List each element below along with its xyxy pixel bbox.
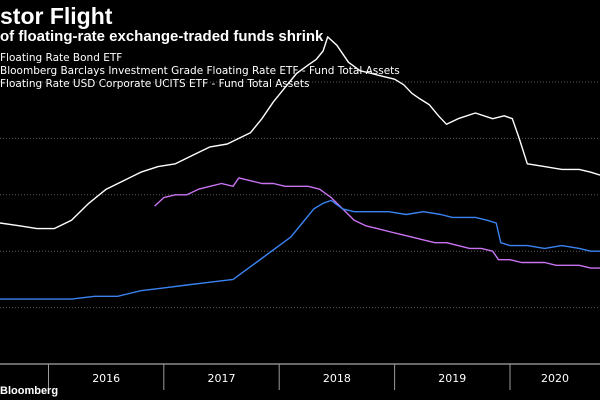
legend-label: Floating Rate USD Corporate UCITS ETF - … — [0, 78, 310, 90]
series-line-2 — [154, 177, 600, 269]
gridlines — [0, 81, 600, 365]
legend-item-floating-rate-bond-etf: Floating Rate Bond ETF — [0, 52, 400, 65]
x-tick-label: 2018 — [323, 372, 351, 385]
series-line-1 — [0, 36, 600, 230]
chart-title: stor Flight — [0, 3, 113, 29]
legend-item-investment-grade-floating-rate-etf: Bloomberg Barclays Investment Grade Floa… — [0, 65, 400, 78]
x-tick-label: 2019 — [438, 372, 466, 385]
legend-label: Bloomberg Barclays Investment Grade Floa… — [0, 65, 400, 77]
series-lines — [0, 36, 600, 300]
legend: Floating Rate Bond ETF Bloomberg Barclay… — [0, 52, 400, 91]
x-tick-label: 2017 — [208, 372, 236, 385]
series-line-3 — [0, 199, 600, 300]
legend-label: Floating Rate Bond ETF — [0, 52, 123, 64]
source-label: Bloomberg — [0, 385, 59, 397]
x-axis: 2016 2017 2018 2019 2020 — [0, 363, 600, 390]
legend-item-usd-corporate-ucits-etf: Floating Rate USD Corporate UCITS ETF - … — [0, 78, 400, 91]
x-tick-label: 2020 — [541, 372, 569, 385]
x-tick-label: 2016 — [92, 372, 120, 385]
chart-subtitle: of floating-rate exchange-traded funds s… — [0, 28, 324, 45]
